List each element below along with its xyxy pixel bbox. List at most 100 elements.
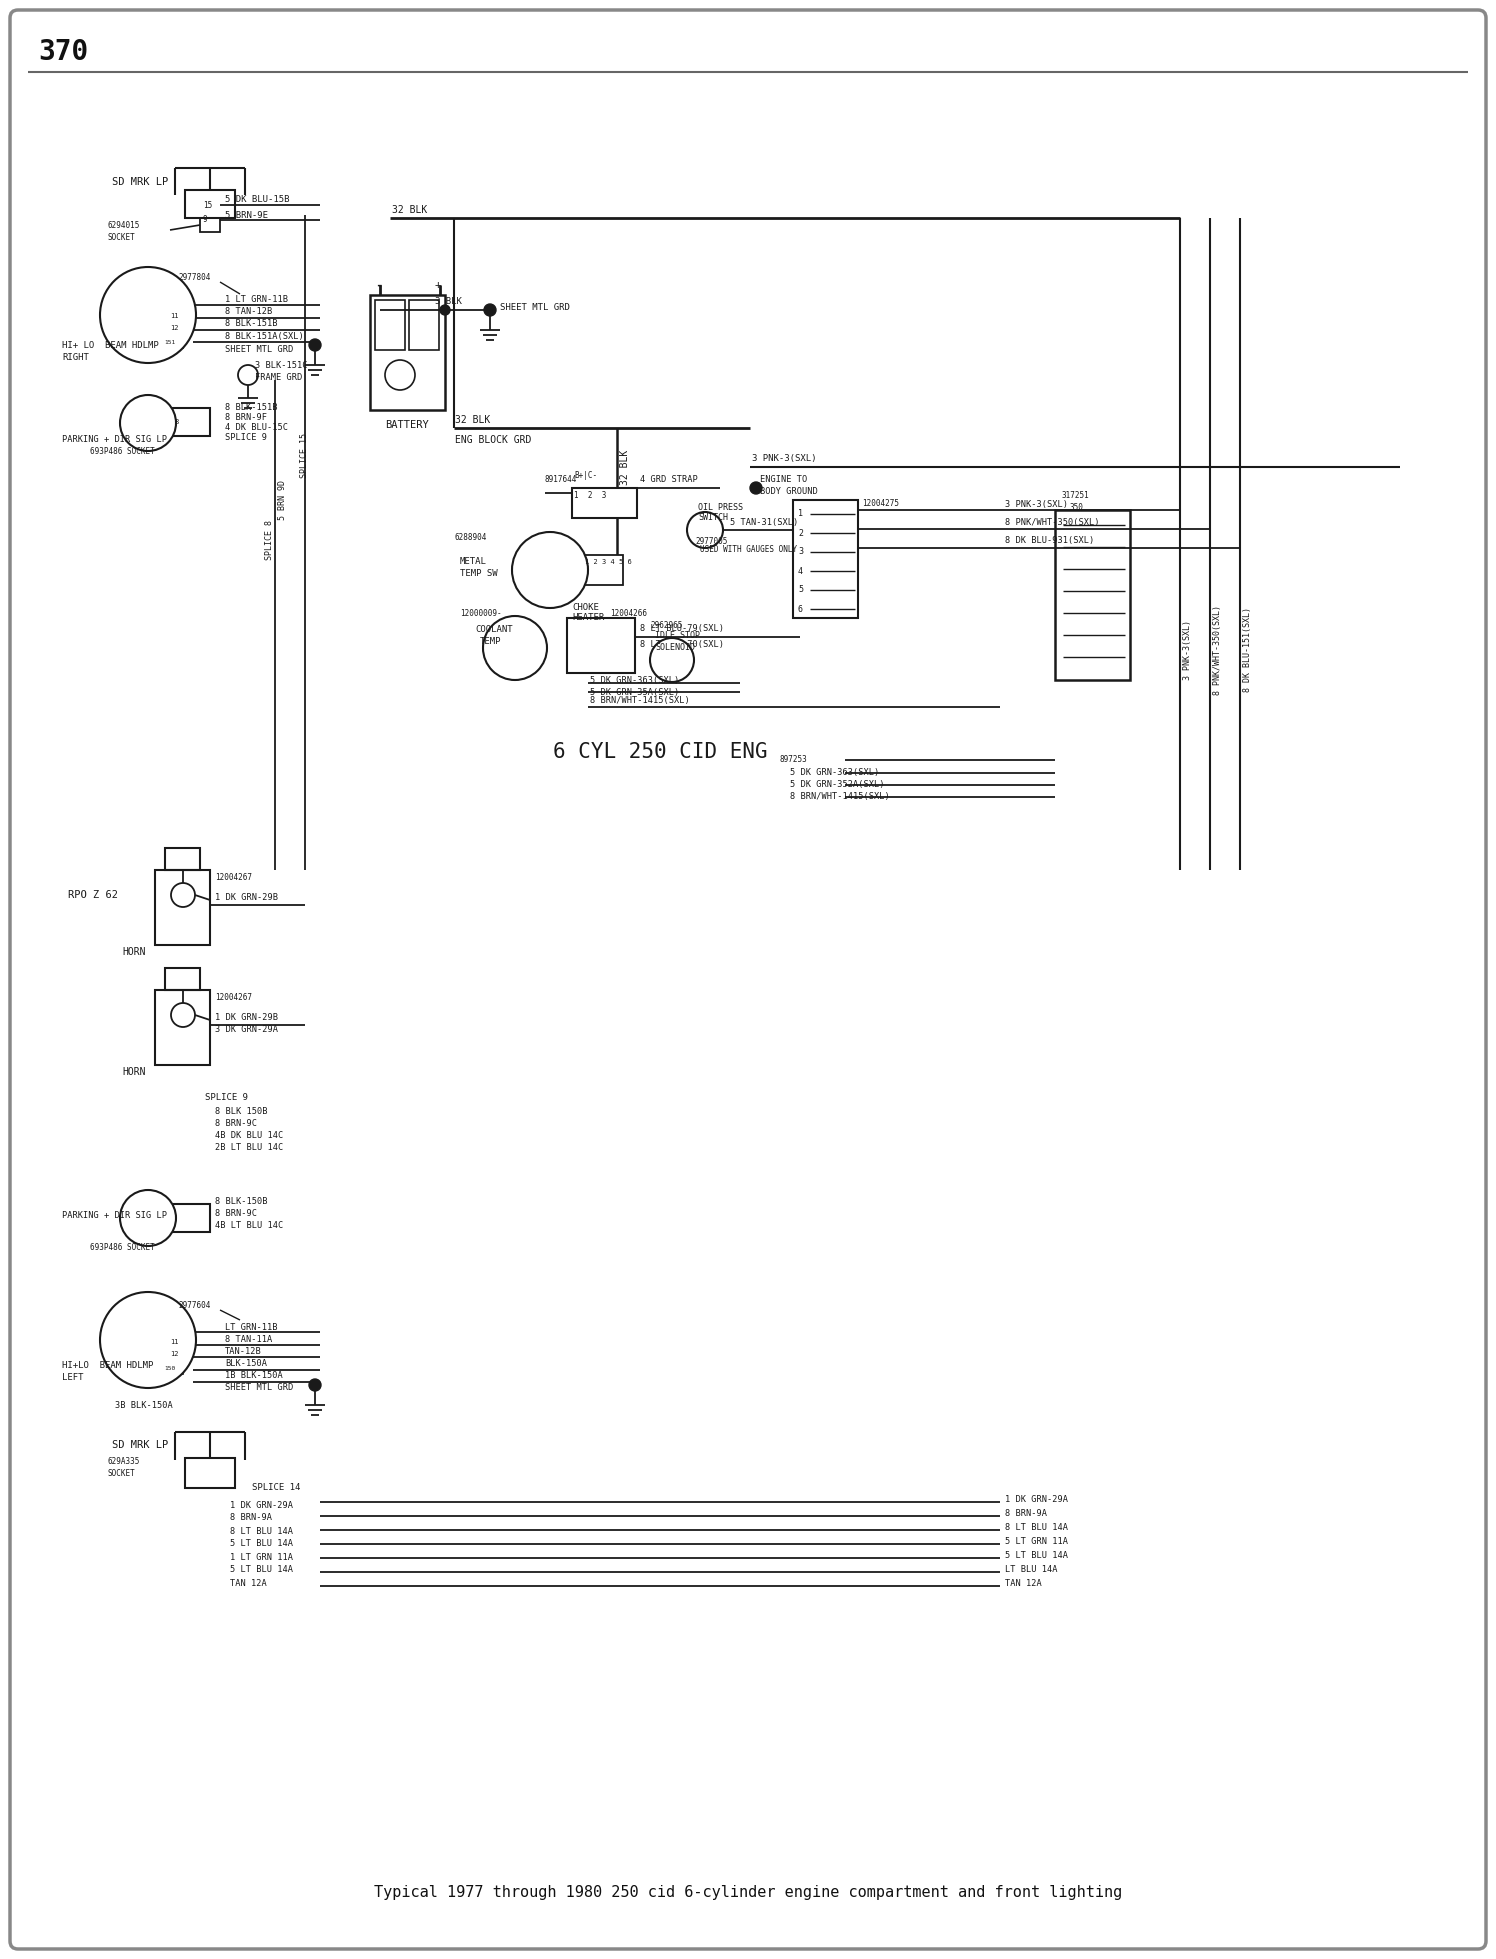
- Text: 12004267: 12004267: [215, 993, 251, 1003]
- Text: 1 DK GRN-29A: 1 DK GRN-29A: [1005, 1495, 1068, 1505]
- Text: 8 TAN-12B: 8 TAN-12B: [224, 308, 272, 317]
- Text: 9: 9: [203, 215, 208, 225]
- Text: 6294015: 6294015: [108, 221, 141, 229]
- Text: 8 LT BLU 14A: 8 LT BLU 14A: [230, 1526, 293, 1536]
- Text: 5 LT BLU 14A: 5 LT BLU 14A: [230, 1540, 293, 1548]
- Text: 8 BRN-9F: 8 BRN-9F: [224, 413, 266, 423]
- Text: 6288904: 6288904: [455, 533, 488, 543]
- Text: TAN 12A: TAN 12A: [1005, 1579, 1041, 1589]
- Circle shape: [512, 533, 588, 607]
- Circle shape: [310, 339, 322, 351]
- Text: 5 LT BLU 14A: 5 LT BLU 14A: [230, 1565, 293, 1575]
- Text: -: -: [375, 278, 383, 292]
- Text: TEMP: TEMP: [480, 637, 501, 646]
- Text: 12: 12: [171, 325, 178, 331]
- Text: 5 LT BLU 14A: 5 LT BLU 14A: [1005, 1552, 1068, 1561]
- Text: 12004275: 12004275: [862, 498, 899, 507]
- Text: BATTERY: BATTERY: [384, 419, 429, 429]
- Text: 8 DK BLU-151(SXL): 8 DK BLU-151(SXL): [1243, 607, 1252, 692]
- Circle shape: [485, 304, 497, 315]
- Text: 4B LT BLU 14C: 4B LT BLU 14C: [215, 1222, 283, 1230]
- Text: RPO Z 62: RPO Z 62: [67, 889, 118, 899]
- Text: 350: 350: [1070, 503, 1085, 511]
- Circle shape: [120, 1189, 177, 1246]
- Text: 8 BLK-151B: 8 BLK-151B: [224, 404, 277, 413]
- Text: TAN-12B: TAN-12B: [224, 1346, 262, 1356]
- Text: 8 BRN-9C: 8 BRN-9C: [215, 1119, 257, 1128]
- Text: 1 LT GRN 11A: 1 LT GRN 11A: [230, 1552, 293, 1561]
- Text: LEFT: LEFT: [61, 1373, 84, 1381]
- Text: 8 BRN-9C: 8 BRN-9C: [215, 1209, 257, 1218]
- Text: 1 DK GRN-29B: 1 DK GRN-29B: [215, 1013, 278, 1023]
- Text: 4 GRD STRAP: 4 GRD STRAP: [640, 476, 697, 484]
- Circle shape: [384, 360, 414, 390]
- Text: 5: 5: [797, 586, 803, 594]
- Text: 4 DK BLU-15C: 4 DK BLU-15C: [224, 423, 289, 433]
- Text: 1  2  3: 1 2 3: [574, 490, 606, 500]
- Text: 897253: 897253: [779, 756, 808, 764]
- Text: PARKING + DIR SIG LP: PARKING + DIR SIG LP: [61, 1211, 168, 1220]
- Text: 2B LT BLU 14C: 2B LT BLU 14C: [215, 1144, 283, 1152]
- Text: HI+LO  BEAM HDLMP: HI+LO BEAM HDLMP: [61, 1360, 154, 1369]
- Text: 5 TAN-31(SXL): 5 TAN-31(SXL): [730, 517, 799, 527]
- Circle shape: [120, 396, 177, 451]
- Bar: [571, 488, 637, 517]
- Bar: [370, 296, 444, 409]
- Text: PARKING + DIR SIG LP: PARKING + DIR SIG LP: [61, 435, 168, 445]
- Text: 317251: 317251: [1062, 490, 1089, 500]
- Text: 8 BLK-150B: 8 BLK-150B: [215, 1197, 268, 1207]
- Text: 151: 151: [165, 341, 175, 345]
- Circle shape: [100, 1293, 196, 1389]
- Bar: [793, 500, 859, 617]
- Text: SOCKET: SOCKET: [108, 1469, 136, 1479]
- Text: 2977005: 2977005: [696, 537, 727, 547]
- Text: 8: 8: [175, 419, 180, 425]
- Text: HORN: HORN: [123, 946, 145, 958]
- Text: 150: 150: [165, 1367, 175, 1371]
- Text: BODY GROUND: BODY GROUND: [760, 488, 818, 496]
- Text: 3: 3: [797, 547, 803, 556]
- Text: 1 LT GRN-11B: 1 LT GRN-11B: [224, 296, 289, 304]
- Bar: [168, 1328, 193, 1354]
- Text: SHEET MTL GRD: SHEET MTL GRD: [224, 345, 293, 353]
- Bar: [567, 617, 634, 674]
- Bar: [165, 848, 200, 870]
- Circle shape: [749, 482, 761, 494]
- Text: 370: 370: [37, 37, 88, 67]
- Circle shape: [483, 615, 548, 680]
- Text: 5 DK GRN-352A(SXL): 5 DK GRN-352A(SXL): [790, 780, 884, 789]
- Text: IDLE STOP: IDLE STOP: [655, 631, 700, 641]
- Text: 3 DK GRN-29A: 3 DK GRN-29A: [215, 1025, 278, 1034]
- Bar: [156, 989, 209, 1066]
- Text: SPLICE 8: SPLICE 8: [265, 519, 274, 560]
- Text: SOCKET: SOCKET: [108, 233, 136, 241]
- Text: 8 BRN/WHT-1415(SXL): 8 BRN/WHT-1415(SXL): [790, 793, 890, 801]
- Text: 5 DK GRN-363(SXL): 5 DK GRN-363(SXL): [589, 676, 679, 684]
- Text: TAN 12A: TAN 12A: [230, 1579, 266, 1587]
- Circle shape: [100, 266, 196, 362]
- Bar: [165, 968, 200, 989]
- Text: 1 DK GRN-29B: 1 DK GRN-29B: [215, 893, 278, 903]
- Text: HORN: HORN: [123, 1068, 145, 1077]
- Text: +: +: [435, 280, 441, 290]
- Bar: [171, 407, 209, 437]
- Text: LT BLU 14A: LT BLU 14A: [1005, 1565, 1058, 1575]
- Text: SOLENOID: SOLENOID: [655, 643, 696, 652]
- Text: SHEET MTL GRD: SHEET MTL GRD: [224, 1383, 293, 1393]
- Bar: [200, 217, 220, 231]
- Text: 5 LT GRN 11A: 5 LT GRN 11A: [1005, 1538, 1068, 1546]
- Bar: [583, 554, 622, 586]
- Text: 8 PNK/WHT-350(SXL): 8 PNK/WHT-350(SXL): [1005, 519, 1100, 527]
- Text: 8 BLK 150B: 8 BLK 150B: [215, 1107, 268, 1117]
- Text: OIL PRESS: OIL PRESS: [699, 503, 744, 513]
- Text: 2: 2: [797, 529, 803, 537]
- Text: CHOKE: CHOKE: [571, 603, 598, 611]
- Text: 6: 6: [797, 605, 803, 613]
- Bar: [186, 1457, 235, 1489]
- Text: 11: 11: [171, 313, 178, 319]
- Text: 8 BRN/WHT-1415(SXL): 8 BRN/WHT-1415(SXL): [589, 695, 690, 705]
- Text: SPLICE 15: SPLICE 15: [301, 433, 310, 478]
- Text: 2977804: 2977804: [178, 274, 211, 282]
- Text: HEATER: HEATER: [571, 613, 604, 623]
- Text: ENGINE TO: ENGINE TO: [760, 476, 808, 484]
